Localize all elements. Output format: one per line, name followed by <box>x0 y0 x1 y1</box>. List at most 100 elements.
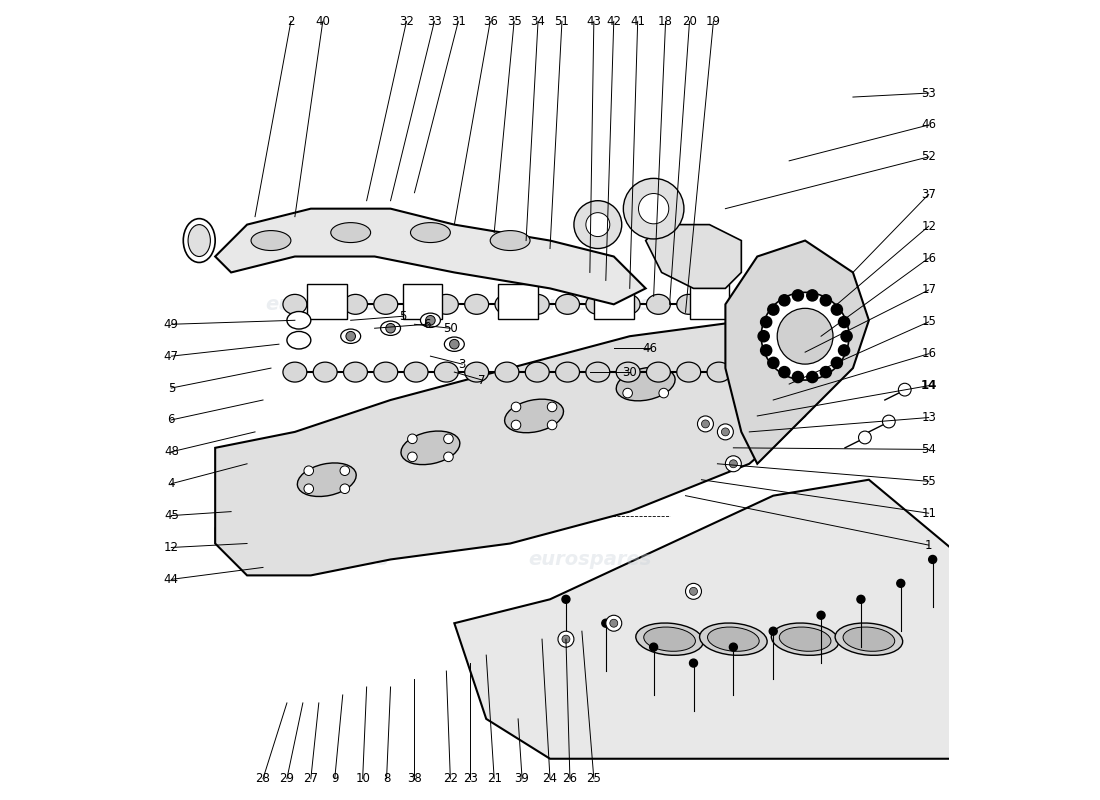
Text: 24: 24 <box>542 772 558 785</box>
Text: 53: 53 <box>922 86 936 99</box>
Text: 17: 17 <box>921 283 936 297</box>
Ellipse shape <box>297 463 356 497</box>
Circle shape <box>729 643 737 651</box>
Circle shape <box>729 460 737 468</box>
Text: 3: 3 <box>459 358 466 370</box>
Circle shape <box>832 358 843 369</box>
Ellipse shape <box>283 294 307 314</box>
Text: 16: 16 <box>921 347 936 360</box>
Circle shape <box>928 555 937 563</box>
Text: 1: 1 <box>925 538 933 551</box>
Text: 12: 12 <box>921 220 936 233</box>
Circle shape <box>574 201 622 249</box>
Ellipse shape <box>404 362 428 382</box>
Text: 6: 6 <box>167 414 175 426</box>
Ellipse shape <box>586 294 609 314</box>
Circle shape <box>858 431 871 444</box>
Text: 44: 44 <box>164 573 179 586</box>
Text: 48: 48 <box>164 446 179 458</box>
Circle shape <box>832 304 843 315</box>
Text: 6: 6 <box>422 318 430 330</box>
Ellipse shape <box>771 623 839 655</box>
Text: 25: 25 <box>586 772 602 785</box>
Polygon shape <box>216 209 646 304</box>
Circle shape <box>659 388 669 398</box>
Circle shape <box>821 294 832 306</box>
Circle shape <box>408 434 417 443</box>
Text: 14: 14 <box>921 379 937 392</box>
Text: 51: 51 <box>554 15 570 28</box>
Ellipse shape <box>707 627 759 651</box>
Polygon shape <box>498 285 538 318</box>
Circle shape <box>623 388 632 398</box>
Polygon shape <box>594 285 634 318</box>
Ellipse shape <box>526 294 549 314</box>
Circle shape <box>638 194 669 224</box>
Circle shape <box>760 345 772 356</box>
Circle shape <box>685 583 702 599</box>
Circle shape <box>340 466 350 475</box>
Circle shape <box>345 331 355 341</box>
Polygon shape <box>216 400 805 543</box>
Circle shape <box>821 366 832 378</box>
Ellipse shape <box>707 294 732 314</box>
Polygon shape <box>690 285 729 318</box>
Circle shape <box>882 415 895 428</box>
Text: 22: 22 <box>443 772 458 785</box>
Circle shape <box>602 619 609 627</box>
Ellipse shape <box>647 294 670 314</box>
Text: 55: 55 <box>922 475 936 488</box>
Circle shape <box>340 484 350 494</box>
Ellipse shape <box>434 362 459 382</box>
Text: 15: 15 <box>921 315 936 328</box>
Ellipse shape <box>341 329 361 343</box>
Ellipse shape <box>251 230 290 250</box>
Text: 41: 41 <box>630 15 646 28</box>
Ellipse shape <box>616 294 640 314</box>
Text: 46: 46 <box>921 118 936 131</box>
Circle shape <box>722 428 729 436</box>
Text: eurospares: eurospares <box>528 550 651 569</box>
Ellipse shape <box>287 311 311 329</box>
Ellipse shape <box>343 362 367 382</box>
Text: 9: 9 <box>331 772 339 785</box>
Circle shape <box>899 383 911 396</box>
Circle shape <box>779 366 790 378</box>
Ellipse shape <box>374 362 398 382</box>
Ellipse shape <box>647 362 670 382</box>
Text: 16: 16 <box>921 251 936 265</box>
Text: 54: 54 <box>921 443 936 456</box>
Ellipse shape <box>556 294 580 314</box>
Circle shape <box>690 587 697 595</box>
Ellipse shape <box>314 294 337 314</box>
Text: 18: 18 <box>658 15 673 28</box>
Ellipse shape <box>707 362 732 382</box>
Circle shape <box>792 290 803 301</box>
Circle shape <box>768 304 779 315</box>
Ellipse shape <box>287 331 311 349</box>
Circle shape <box>450 339 459 349</box>
Ellipse shape <box>188 225 210 257</box>
Text: 13: 13 <box>921 411 936 424</box>
Circle shape <box>702 420 710 428</box>
Text: 31: 31 <box>451 15 465 28</box>
Circle shape <box>548 420 557 430</box>
Polygon shape <box>754 285 793 318</box>
Text: 45: 45 <box>164 509 179 522</box>
Text: eurospares: eurospares <box>265 295 388 314</box>
Text: 52: 52 <box>921 150 936 163</box>
Ellipse shape <box>526 362 549 382</box>
Ellipse shape <box>374 294 398 314</box>
Text: 2: 2 <box>287 15 295 28</box>
Polygon shape <box>646 225 741 288</box>
Text: 8: 8 <box>383 772 390 785</box>
Text: 43: 43 <box>586 15 602 28</box>
Ellipse shape <box>636 623 703 655</box>
Text: 19: 19 <box>706 15 721 28</box>
Ellipse shape <box>420 313 440 327</box>
Circle shape <box>659 370 669 380</box>
Circle shape <box>779 294 790 306</box>
Circle shape <box>761 292 849 380</box>
Circle shape <box>857 595 865 603</box>
Ellipse shape <box>700 623 767 655</box>
